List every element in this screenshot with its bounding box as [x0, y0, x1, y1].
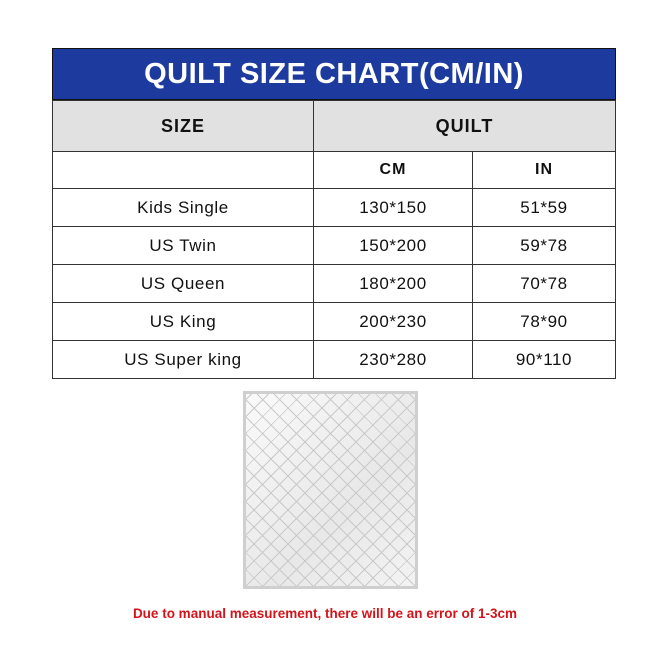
- size-cell: US Super king: [52, 340, 314, 379]
- size-header: SIZE: [52, 100, 314, 152]
- cm-header: CM: [313, 151, 473, 189]
- size-cell: US Queen: [52, 264, 314, 303]
- in-header: IN: [472, 151, 616, 189]
- chart-title: QUILT SIZE CHART(CM/IN): [52, 48, 616, 100]
- table-row: US King 200*230 78*90: [52, 302, 616, 341]
- size-cell: US King: [52, 302, 314, 341]
- size-cell: Kids Single: [52, 188, 314, 227]
- cm-cell: 180*200: [313, 264, 473, 303]
- cm-cell: 130*150: [313, 188, 473, 227]
- size-table: SIZE QUILT CM IN Kids Single 130*150 51*…: [52, 100, 616, 379]
- size-cell: US Twin: [52, 226, 314, 265]
- quilt-image: [243, 391, 418, 589]
- cm-cell: 150*200: [313, 226, 473, 265]
- measurement-note: Due to manual measurement, there will be…: [132, 606, 518, 621]
- in-cell: 90*110: [472, 340, 616, 379]
- cm-cell: 200*230: [313, 302, 473, 341]
- quilt-header: QUILT: [313, 100, 616, 152]
- table-row: Kids Single 130*150 51*59: [52, 188, 616, 227]
- in-cell: 78*90: [472, 302, 616, 341]
- subheader-row: CM IN: [52, 151, 616, 189]
- table-row: US Queen 180*200 70*78: [52, 264, 616, 303]
- table-row: US Twin 150*200 59*78: [52, 226, 616, 265]
- in-cell: 51*59: [472, 188, 616, 227]
- header-row: SIZE QUILT: [52, 100, 616, 152]
- in-cell: 59*78: [472, 226, 616, 265]
- cm-cell: 230*280: [313, 340, 473, 379]
- empty-cell: [52, 151, 314, 189]
- table-row: US Super king 230*280 90*110: [52, 340, 616, 379]
- in-cell: 70*78: [472, 264, 616, 303]
